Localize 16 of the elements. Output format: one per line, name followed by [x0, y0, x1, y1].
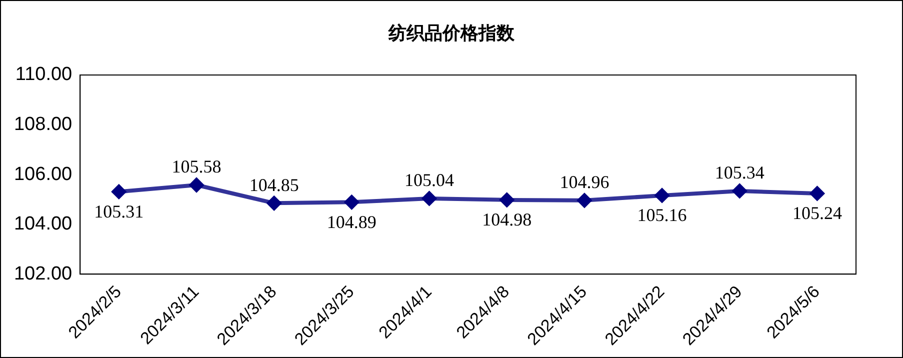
data-label: 104.98	[482, 210, 532, 230]
data-label: 104.96	[560, 172, 610, 192]
data-label: 104.85	[249, 174, 299, 195]
y-tick-label: 108.00	[14, 114, 72, 136]
y-tick-label: 106.00	[14, 164, 72, 185]
chart-title: 纺织品价格指数	[387, 22, 516, 45]
data-label: 105.34	[714, 162, 764, 183]
data-label: 105.58	[172, 156, 222, 177]
data-label: 105.31	[94, 201, 144, 222]
y-tick-label: 110.00	[15, 64, 72, 86]
data-label: 104.89	[326, 212, 376, 232]
y-tick-label: 102.00	[14, 263, 72, 284]
y-tick-label: 104.00	[14, 214, 72, 235]
data-label: 105.16	[637, 205, 687, 226]
data-label: 105.24	[792, 203, 842, 224]
data-label: 105.04	[404, 170, 454, 190]
